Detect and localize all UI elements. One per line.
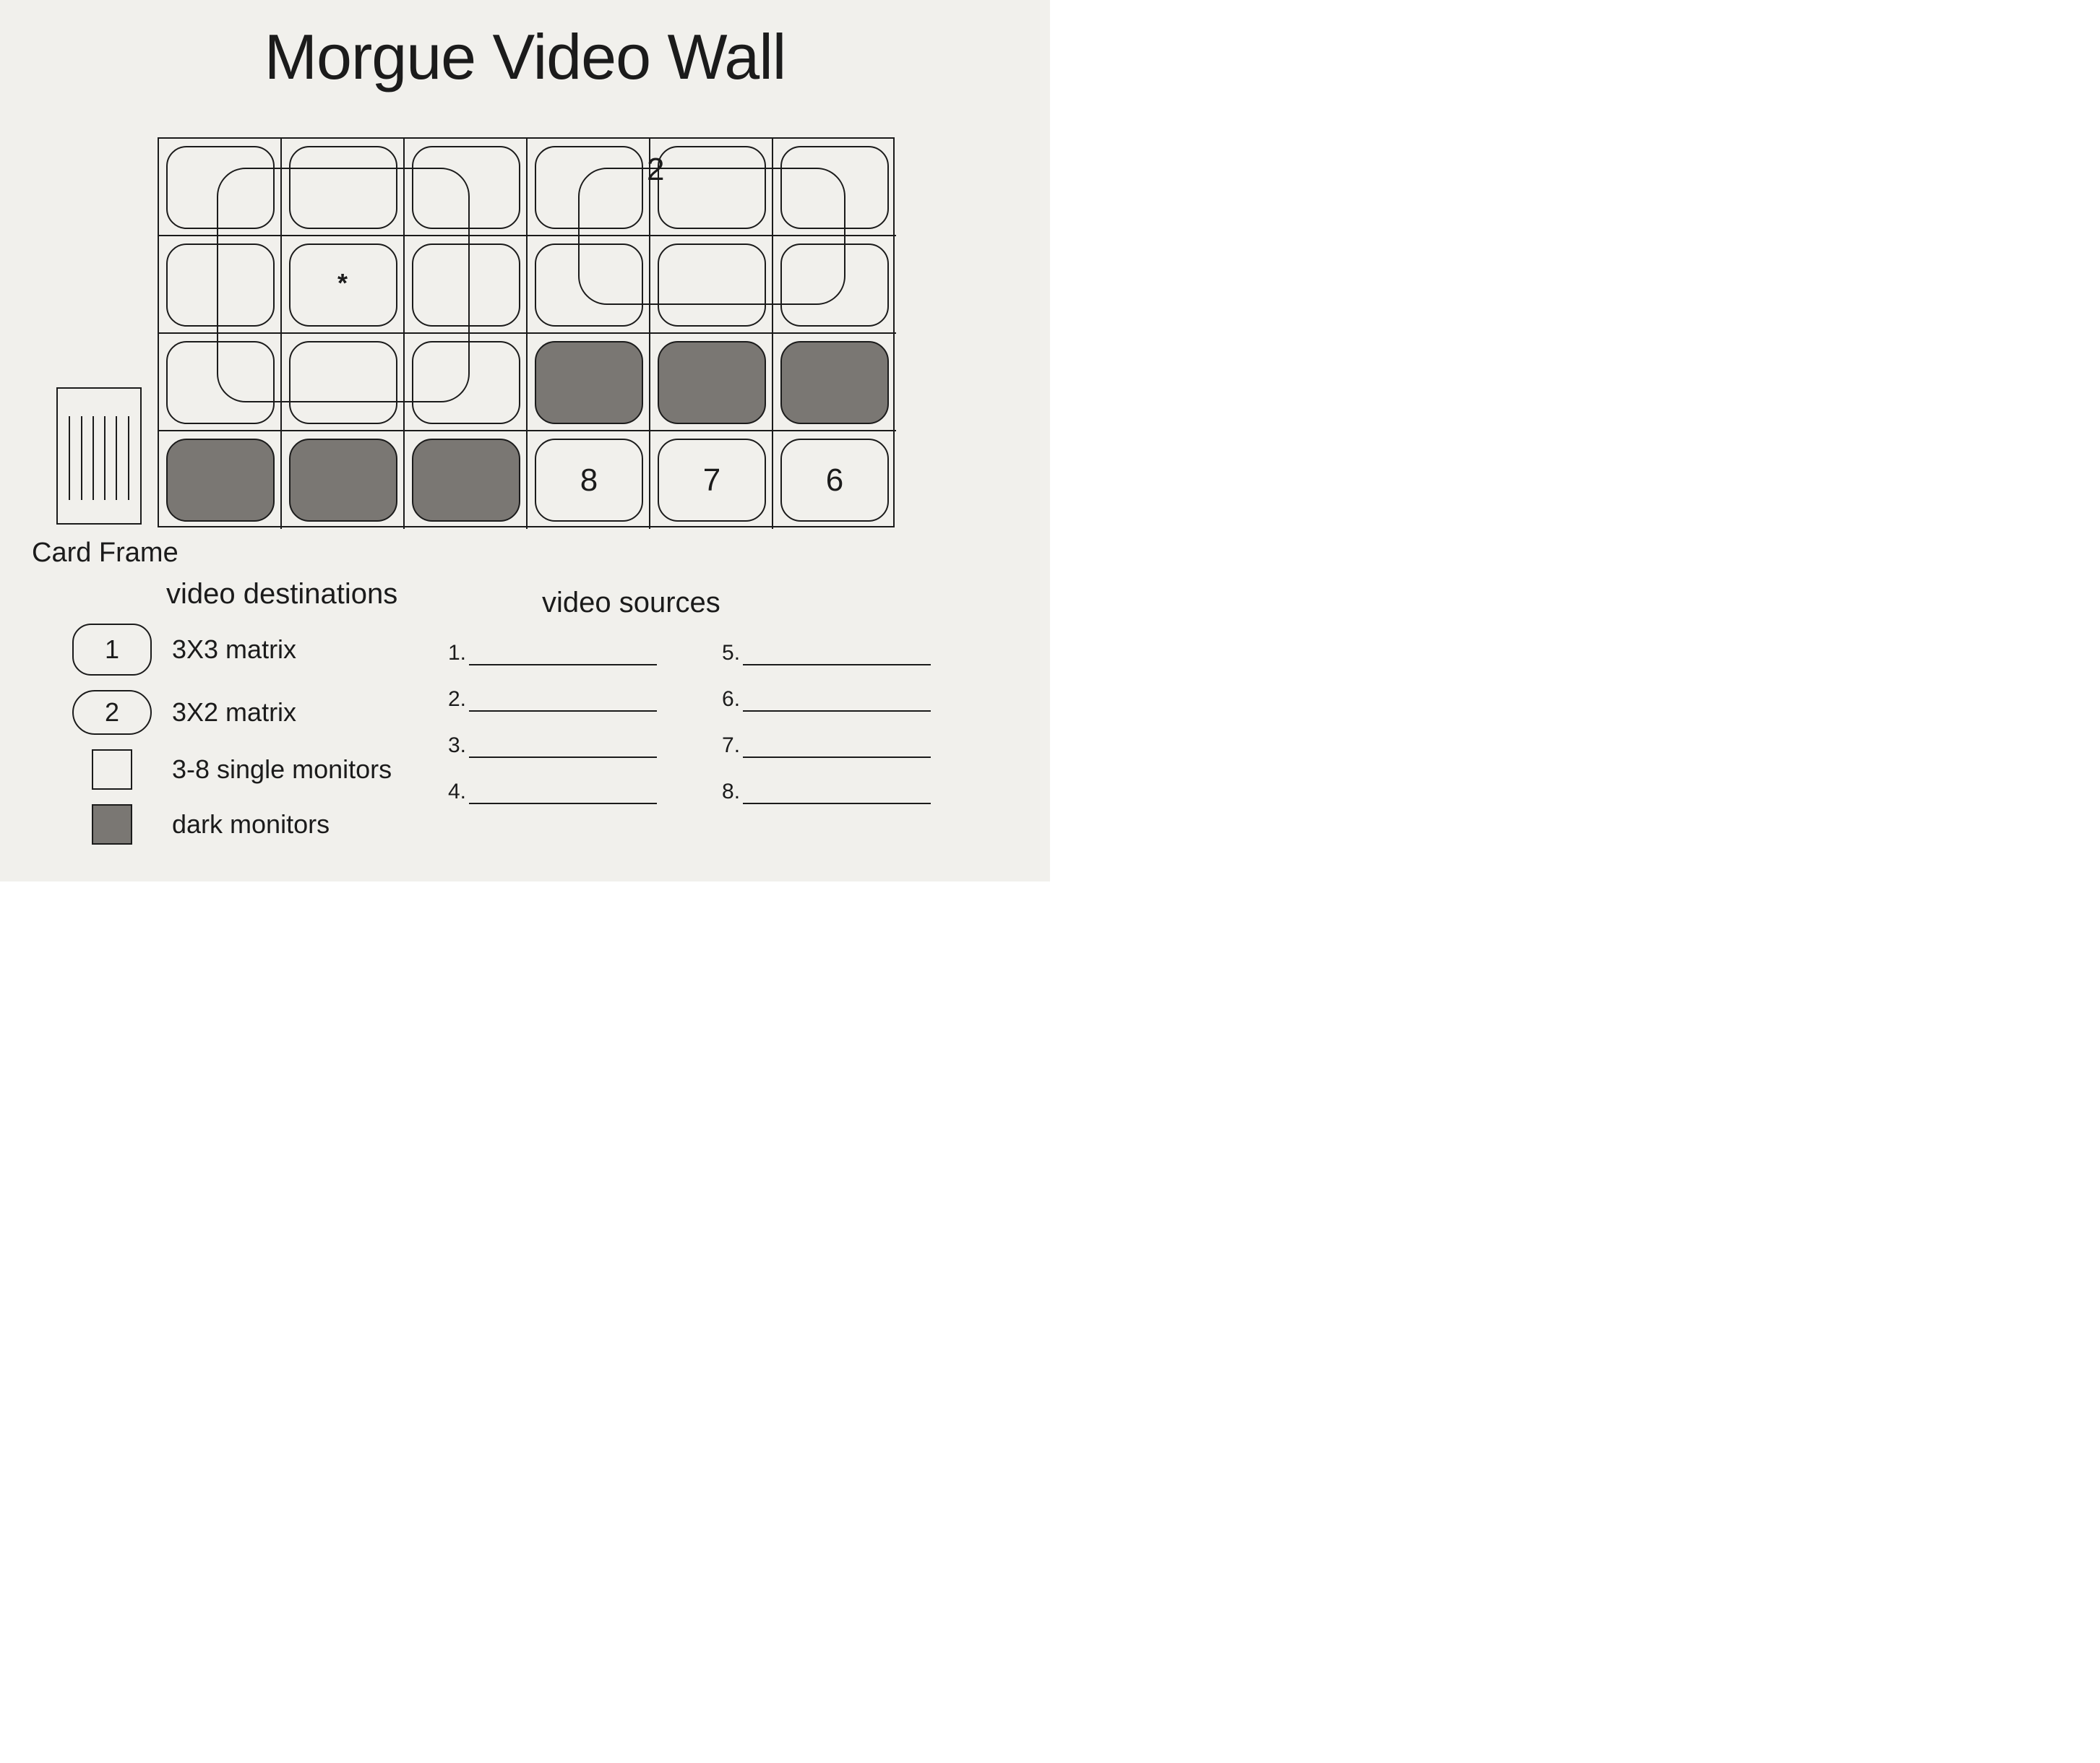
- legend-destinations: video destinations 1 3X3 matrix 2 3X2 matrix…: [72, 578, 397, 859]
- legend-icon-label: 1: [105, 634, 119, 665]
- legend-icon: 1: [72, 624, 152, 676]
- video-wall: 876 2 *: [158, 137, 895, 527]
- source-blank-rule: [469, 803, 657, 804]
- legend-icon: [92, 749, 132, 790]
- source-line: 2.: [448, 687, 657, 712]
- source-line: 7.: [722, 733, 931, 758]
- matrix-3x2-label: 2: [647, 152, 664, 188]
- source-number: 3.: [448, 733, 466, 758]
- source-line: 6.: [722, 687, 931, 712]
- source-blank-rule: [743, 803, 931, 804]
- legend-row: 1 3X3 matrix: [72, 624, 397, 676]
- legend-row: 2 3X2 matrix: [72, 690, 397, 735]
- legend-row: 3-8 single monitors: [72, 749, 397, 790]
- source-line: 3.: [448, 733, 657, 758]
- page: Morgue Video Wall 876 2 * Card Frame video de…: [0, 0, 1050, 882]
- video-sources: video sources 1. 2. 3. 4. 5. 6. 7. 8.: [448, 587, 931, 804]
- monitor: [780, 341, 889, 424]
- legend-icon: 2: [72, 690, 152, 735]
- card-frame-stripe: [81, 416, 82, 500]
- source-line: 8.: [722, 780, 931, 804]
- source-blank-rule: [743, 710, 931, 712]
- source-line: 1.: [448, 641, 657, 665]
- monitor: 8: [535, 439, 643, 522]
- monitor-label: 7: [659, 440, 765, 520]
- source-number: 2.: [448, 687, 466, 712]
- source-blank-rule: [469, 664, 657, 665]
- sources-columns: 1. 2. 3. 4. 5. 6. 7. 8.: [448, 641, 931, 804]
- sources-column: 1. 2. 3. 4.: [448, 641, 657, 804]
- matrix-3x2: [578, 168, 845, 305]
- monitor: [289, 439, 397, 522]
- card-frame-stripe: [92, 416, 94, 500]
- monitor: 6: [780, 439, 889, 522]
- card-frame-stripe: [104, 416, 106, 500]
- legend-row: dark monitors: [72, 804, 397, 845]
- legend-label: dark monitors: [172, 809, 330, 840]
- source-blank-rule: [743, 757, 931, 758]
- legend-destinations-title: video destinations: [166, 578, 397, 611]
- monitor: [166, 439, 275, 522]
- monitor-label: 6: [782, 440, 887, 520]
- asterisk-marker: *: [337, 268, 348, 298]
- legend-icon-label: 2: [105, 697, 119, 728]
- legend-label: 3X2 matrix: [172, 697, 296, 728]
- card-frame-stripe: [128, 416, 129, 500]
- source-line: 4.: [448, 780, 657, 804]
- card-frame-stripe: [69, 416, 70, 500]
- legend-icon: [92, 804, 132, 845]
- monitor: 7: [658, 439, 766, 522]
- card-frame-label: Card Frame: [32, 538, 178, 569]
- monitor: [412, 439, 520, 522]
- source-number: 8.: [722, 780, 740, 804]
- legend-label: 3X3 matrix: [172, 634, 296, 665]
- monitor-label: 8: [536, 440, 642, 520]
- monitor: [535, 341, 643, 424]
- page-title: Morgue Video Wall: [0, 20, 1050, 94]
- source-number: 4.: [448, 780, 466, 804]
- source-number: 7.: [722, 733, 740, 758]
- source-blank-rule: [469, 710, 657, 712]
- source-number: 1.: [448, 641, 466, 665]
- legend-label: 3-8 single monitors: [172, 754, 392, 785]
- sources-column: 5. 6. 7. 8.: [722, 641, 931, 804]
- monitor: [658, 341, 766, 424]
- video-sources-title: video sources: [542, 587, 931, 619]
- source-number: 6.: [722, 687, 740, 712]
- card-frame: [56, 387, 142, 525]
- source-line: 5.: [722, 641, 931, 665]
- card-frame-stripe: [116, 416, 117, 500]
- source-blank-rule: [469, 757, 657, 758]
- source-number: 5.: [722, 641, 740, 665]
- source-blank-rule: [743, 664, 931, 665]
